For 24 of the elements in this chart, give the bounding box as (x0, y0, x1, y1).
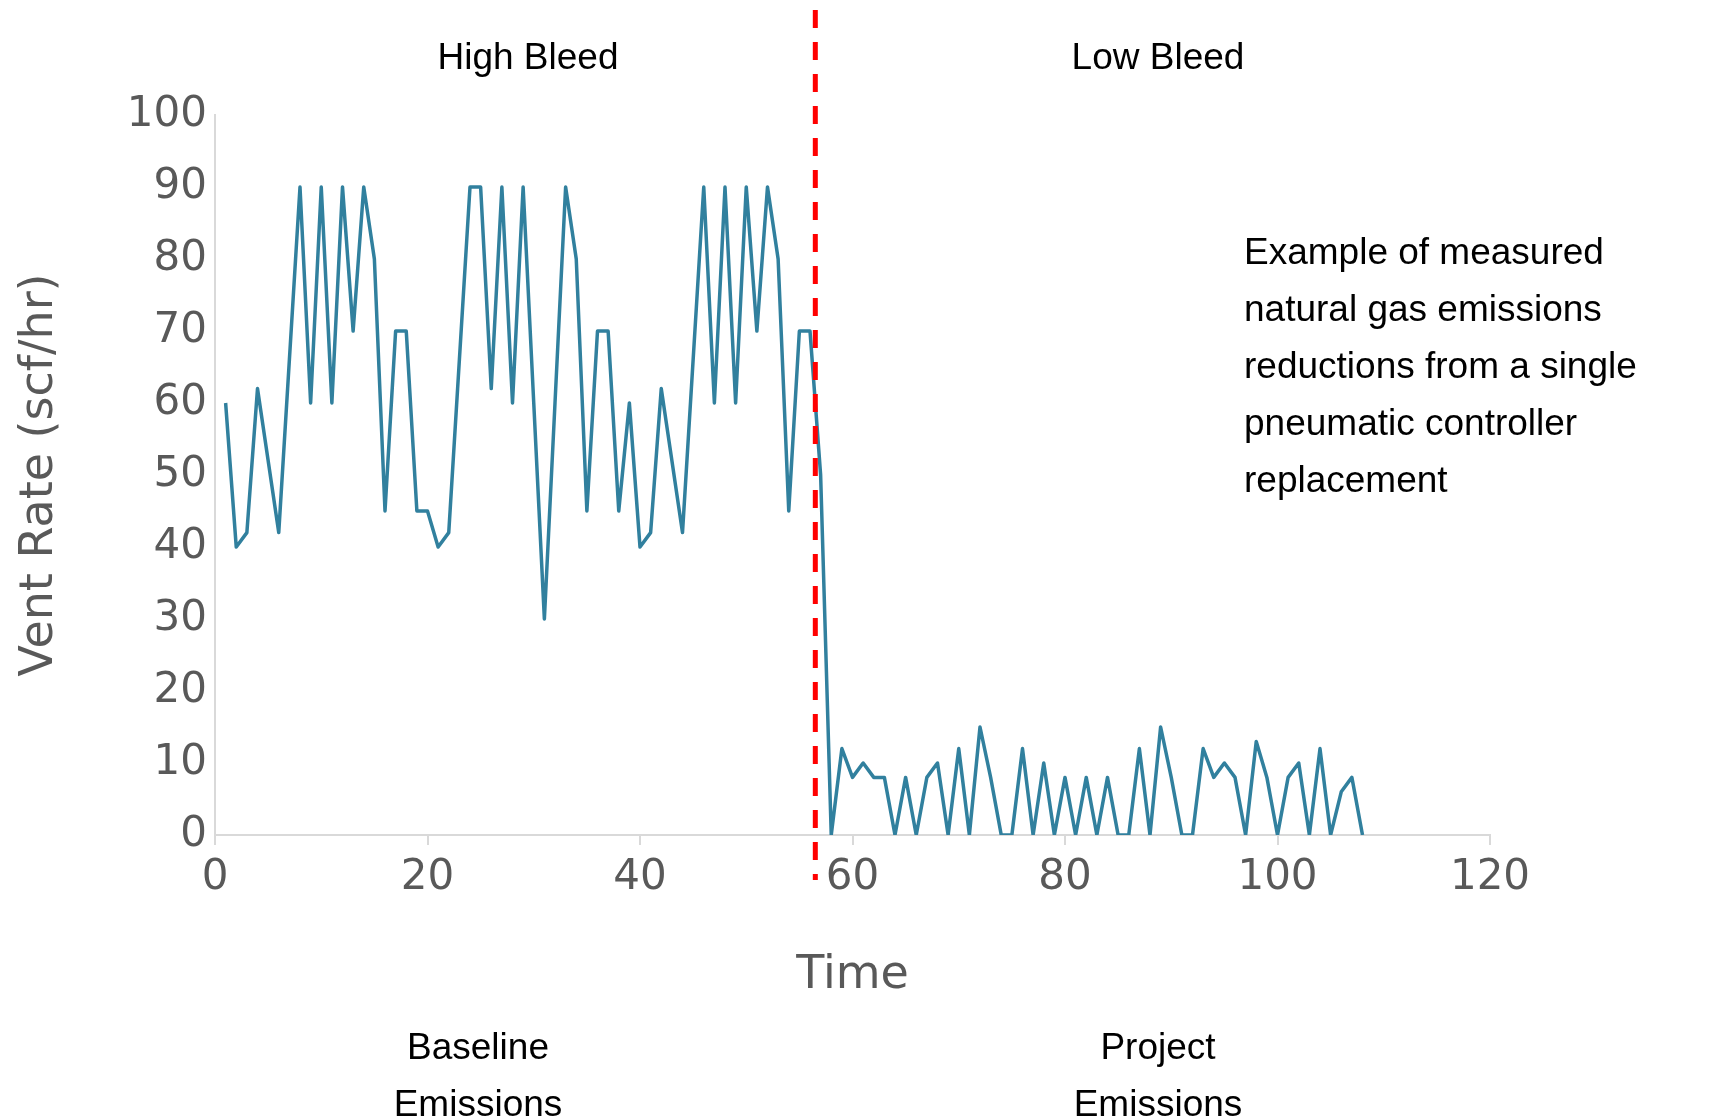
y-tick-label: 30 (153, 590, 207, 640)
y-tick-label: 20 (153, 662, 207, 712)
x-tick-label: 20 (400, 850, 455, 900)
y-tick-label: 90 (153, 158, 207, 208)
x-tick-label: 60 (825, 850, 880, 900)
y-tick-label: 80 (153, 230, 207, 280)
text: Baseline Emissions (392, 1025, 564, 1117)
text: Low Bleed (1070, 35, 1246, 79)
text: Project Emissions (1072, 1025, 1244, 1117)
x-tick-label: 120 (1449, 850, 1531, 900)
y-tick-label: 10 (153, 734, 207, 784)
y-tick-label: 60 (153, 374, 207, 424)
x-tick-label: 80 (1038, 850, 1092, 900)
x-tick-label: 100 (1237, 850, 1318, 900)
x-axis-title: Time (795, 945, 909, 1000)
y-tick-label: 50 (153, 446, 207, 496)
annotation: Example of measured natural gas emissions reductions from a single pneumatic controller replacement (1244, 230, 1638, 502)
y-tick-label: 100 (126, 86, 207, 136)
y-tick-label: 70 (153, 302, 207, 352)
y-tick-label: 40 (153, 518, 207, 568)
x-tick-label: 40 (613, 850, 667, 900)
text: High Bleed (436, 35, 620, 79)
y-tick-label: 0 (180, 806, 207, 856)
y-axis-title: Vent Rate (scf/hr) (8, 273, 63, 677)
